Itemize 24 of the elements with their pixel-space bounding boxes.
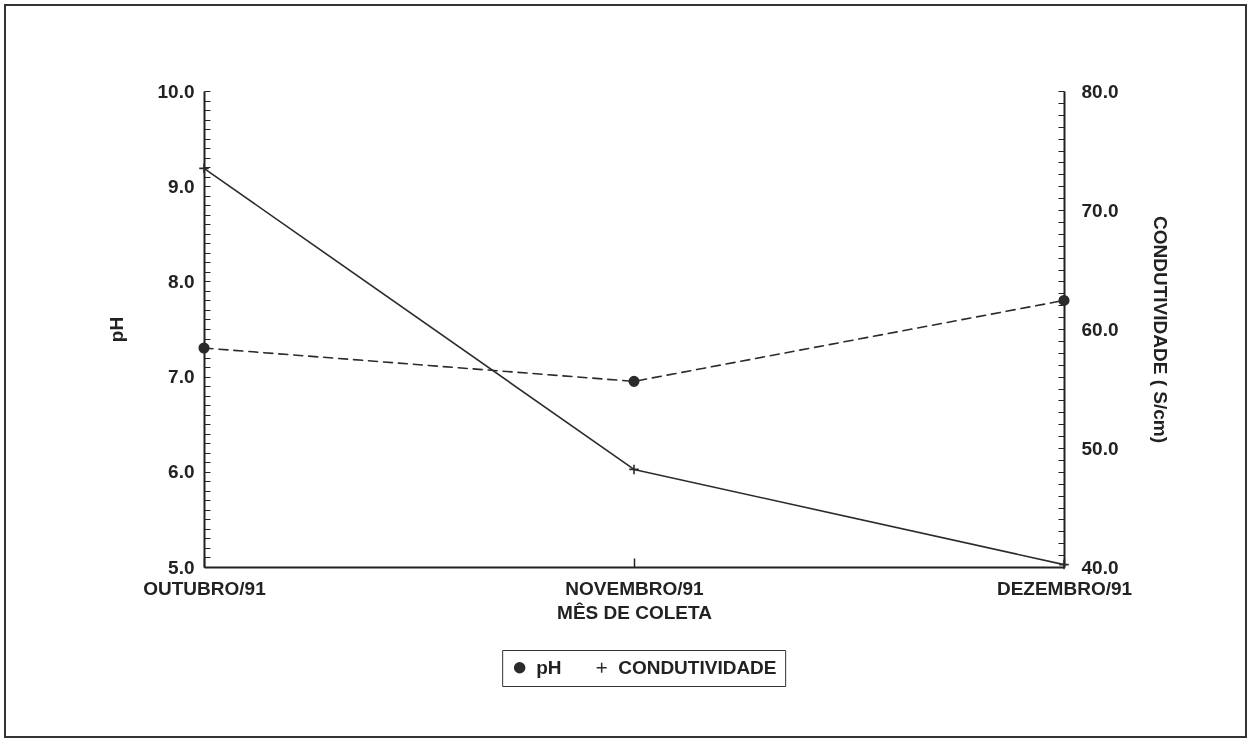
x-tick-label: OUTUBRO/91 <box>143 577 267 599</box>
point <box>198 342 210 354</box>
legend-label: CONDUTIVIDADE <box>618 656 777 678</box>
y-tick-label: 7.0 <box>168 366 195 388</box>
y-tick-label: 8.0 <box>168 270 195 292</box>
y-tick-label: 6.0 <box>168 461 195 483</box>
x-tick-label: DEZEMBRO/91 <box>996 577 1133 599</box>
y2-tick-label: 80.0 <box>1081 80 1119 102</box>
point <box>198 162 210 174</box>
x-axis-title: MÊS DE COLETA <box>557 601 713 623</box>
y2-tick-label: 50.0 <box>1081 437 1119 459</box>
point <box>1058 294 1070 306</box>
y2-tick-label: 40.0 <box>1081 556 1119 578</box>
y-axis-title: pH <box>105 316 127 343</box>
y-tick-label: 5.0 <box>168 556 195 578</box>
x-tick-label: NOVEMBRO/91 <box>565 577 705 599</box>
y2-tick-label: 70.0 <box>1081 199 1119 221</box>
y2-tick-label: 60.0 <box>1081 318 1119 340</box>
point <box>628 375 640 387</box>
point <box>628 463 640 475</box>
y2-axis-title: CONDUTIVIDADE ( S/cm) <box>1149 216 1171 443</box>
y-tick-label: 10.0 <box>157 80 195 102</box>
y-tick-label: 9.0 <box>168 175 195 197</box>
legend-label: pH <box>536 656 562 678</box>
